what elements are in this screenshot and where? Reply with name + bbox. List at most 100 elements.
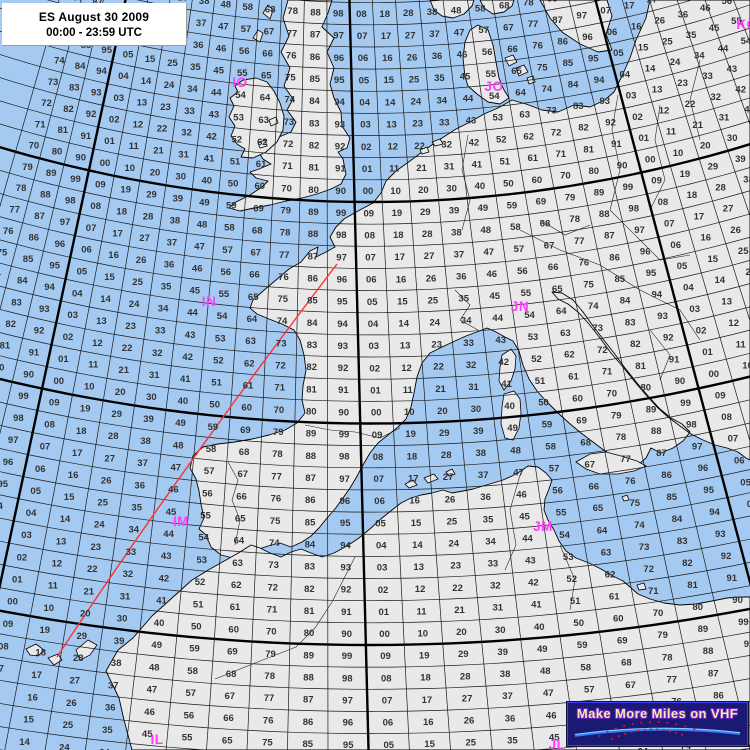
grid-square-number: 80 [308,185,319,196]
grid-square-number: 70 [266,627,277,638]
grid-square-number: 75 [285,73,296,84]
grid-square-number: 52 [213,355,224,366]
grid-square-number: 96 [582,32,593,43]
island [257,139,268,149]
grid-square-number: 58 [206,444,217,455]
grid-square-number: 07 [382,696,393,707]
grid-square-number: 00 [371,408,382,419]
grid-square-number: 13 [137,98,148,109]
grid-square-number: 09 [3,619,14,630]
grid-square-number: 06 [607,27,618,38]
grid-square-number: 81 [0,341,11,352]
grid-square-number: 55 [200,511,211,522]
grid-square-number: 01 [58,354,69,365]
grid-square-number: 05 [359,75,370,86]
grid-square-number: 76 [625,476,636,487]
grid-square-number: 27 [462,693,473,704]
grid-square-number: 71 [648,586,659,597]
grid-square-number: 13 [96,316,107,327]
logo-meteor-dots [598,721,696,741]
grid-square-number: 53 [197,555,208,566]
grid-square-number: 98 [65,196,76,207]
grid-parallel-bold [0,143,750,204]
grid-square-number: 26 [407,52,418,63]
grid-square-number: 86 [303,717,314,728]
grid-square-number: 43 [185,330,196,341]
grid-square-number: 56 [517,266,528,277]
grid-square-number: 74 [634,520,645,531]
grid-square-number: 86 [661,470,672,481]
grid-square-number: 34 [437,95,448,106]
grid-square-number: 59 [208,422,219,433]
grid-square-number: 09 [715,390,726,401]
grid-square-number: 90 [675,376,686,387]
grid-square-number: 90 [617,161,628,172]
grid-square-number: 71 [282,161,293,172]
grid-square-number: 91 [81,131,92,142]
grid-square-number: 77 [667,675,678,686]
grid-square-number: 60 [532,175,543,186]
grid-square-number: 37 [454,250,465,261]
grid-square-number: 38 [140,436,151,447]
grid-square-number: 95 [101,45,112,56]
grid-square-number: 05 [740,477,750,488]
grid-square-number: 07 [664,218,675,229]
grid-square-number: 87 [308,251,319,262]
grid-square-number: 09 [651,176,662,187]
grid-square-number: 29 [458,649,469,660]
grid-square-number: 00 [709,369,720,380]
grid-meridian [442,0,535,750]
grid-square-number: 56 [722,0,733,7]
grid-square-number: 51 [230,157,241,168]
grid-square-number: 16 [409,496,420,507]
grid-square-number: 15 [424,739,435,750]
grid-square-number: 04 [359,98,370,109]
grid-square-number: 66 [589,481,600,492]
grid-square-number: 71 [556,149,567,160]
grid-square-number: 73 [268,560,279,571]
grid-square-number: 40 [534,622,545,633]
grid-square-number: 79 [265,649,276,660]
grid-square-number: 39 [497,647,508,658]
grid-square-number: 16 [382,53,393,64]
grid-square-number: 94 [594,75,605,86]
grid-square-number: 72 [597,345,608,356]
grid-square-number: 86 [310,52,321,63]
grid-square-number: 20 [150,168,161,179]
grid-square-number: 00 [100,158,111,169]
grid-square-number: 29 [111,409,122,420]
grid-square-number: 95 [703,485,714,496]
grid-square-number: 44 [211,87,222,98]
grid-meridian [395,0,451,750]
grid-square-number: 42 [159,573,170,584]
grid-square-number: 88 [651,426,662,437]
grid-square-number: 38 [170,216,181,227]
grid-square-number: 42 [498,357,509,368]
grid-square-number: 77 [620,454,631,465]
grid-square-number: 45 [213,65,224,76]
island [25,643,45,657]
grid-parallel [0,655,750,690]
grid-square-number: 19 [405,429,416,440]
grid-square-number: 33 [155,326,166,337]
grid-square-number: 27 [70,675,81,686]
grid-square-number: 34 [99,747,110,750]
grid-square-number: 36 [134,480,145,491]
grid-square-number: 39 [173,194,184,205]
grid-square-number: 85 [23,254,34,265]
grid-square-number: 20 [700,141,711,152]
grid-square-number: 84 [309,96,320,107]
grid-square-number: 10 [84,382,95,393]
grid-square-number: 21 [153,146,164,157]
grid-parallel-bold [0,375,750,425]
grid-square-number: 75 [630,498,641,509]
border-line [559,544,576,611]
grid-square-number: 96 [3,457,14,468]
grid-square-number: 16 [108,250,119,261]
grid-parallel [0,631,750,668]
grid-square-number: 18 [407,451,418,462]
grid-square-number: 61 [568,372,579,383]
logo-meteor-dot [617,735,620,738]
grid-square-number: 91 [338,385,349,396]
grid-square-number: 03 [114,93,125,104]
